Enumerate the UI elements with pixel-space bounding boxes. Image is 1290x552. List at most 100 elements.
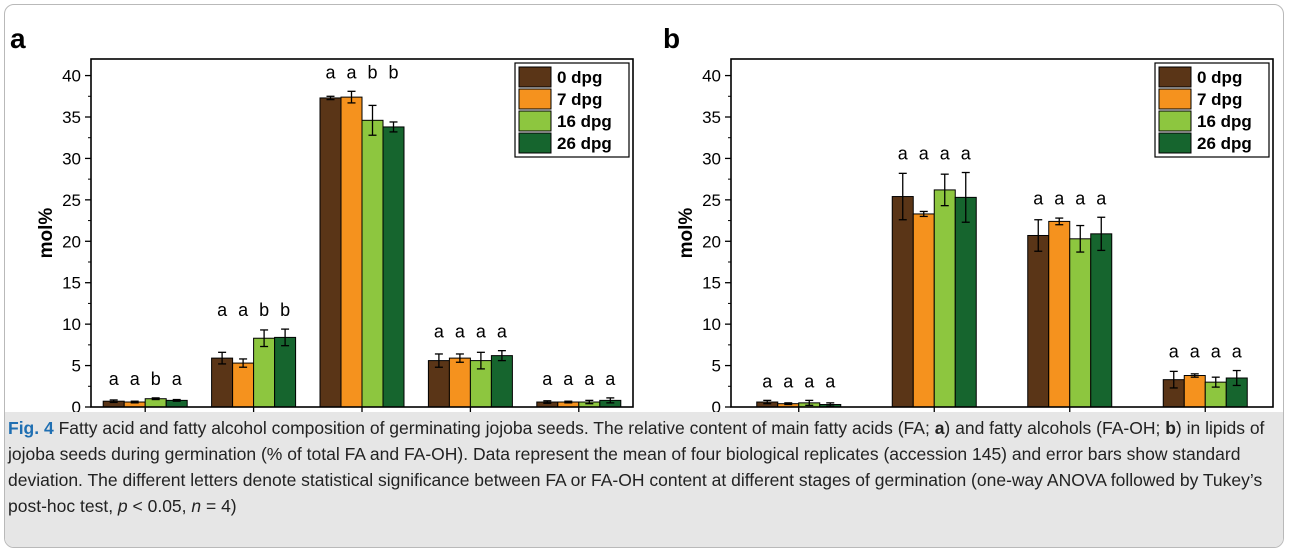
significance-letter: b — [259, 300, 269, 320]
bar — [954, 196, 977, 408]
legend-label: 7 dpg — [557, 90, 602, 109]
plot-frame — [730, 58, 1274, 408]
panel-label: a — [10, 23, 26, 54]
significance-letter: a — [1054, 188, 1065, 208]
y-tick-label: 40 — [62, 67, 81, 86]
figure-caption: Fig. 4 Fatty acid and fatty alcohol comp… — [8, 415, 1270, 519]
significance-letter: b — [280, 300, 290, 320]
significance-letter: a — [476, 322, 487, 342]
bar — [232, 362, 255, 408]
significance-letter: a — [1169, 342, 1180, 362]
significance-letter: a — [804, 371, 815, 391]
significance-letter: a — [1096, 188, 1107, 208]
significance-letter: a — [940, 144, 951, 164]
significance-letter: a — [346, 62, 357, 82]
bar — [319, 97, 342, 408]
significance-letter: a — [497, 322, 508, 342]
significance-letter: a — [130, 369, 141, 389]
significance-letter: a — [1232, 342, 1243, 362]
y-axis-label: mol% — [36, 208, 57, 259]
caption-text-5: = 4) — [201, 496, 237, 516]
significance-letter: a — [109, 369, 120, 389]
y-tick-label: 30 — [62, 149, 81, 168]
caption-text-2: ) and fatty alcohols (FA-OH; — [944, 418, 1166, 438]
legend-label: 16 dpg — [557, 112, 612, 131]
bar — [253, 337, 276, 408]
significance-letter: b — [367, 62, 377, 82]
legend-label: 0 dpg — [1197, 68, 1242, 87]
significance-letter: a — [563, 369, 574, 389]
legend-swatch — [1158, 110, 1192, 132]
significance-letter: a — [1033, 188, 1044, 208]
significance-letter: a — [825, 371, 836, 391]
significance-letter: a — [172, 369, 183, 389]
y-tick-label: 25 — [702, 191, 721, 210]
bar — [274, 336, 297, 408]
legend-label: 16 dpg — [1197, 112, 1252, 131]
caption-n-value: n — [191, 496, 202, 516]
legend-swatch — [518, 110, 552, 132]
y-axis-label: mol% — [676, 208, 697, 259]
significance-letter: a — [605, 369, 616, 389]
y-tick-label: 20 — [62, 232, 81, 251]
caption-bold-b: b — [1165, 418, 1176, 438]
bar — [490, 355, 513, 408]
significance-letter: a — [1075, 188, 1086, 208]
significance-letter: a — [762, 371, 773, 391]
significance-letter: a — [783, 371, 794, 391]
legend-swatch — [1158, 88, 1192, 110]
bar — [891, 196, 914, 408]
chart-panel-b: bmol%0510152025303540aaaa18:1-OHaaaa20:1… — [663, 23, 1274, 412]
significance-letter: a — [919, 144, 930, 164]
bar — [361, 119, 384, 408]
significance-letter: a — [238, 300, 249, 320]
significance-letter: a — [1190, 342, 1201, 362]
bar — [933, 189, 956, 408]
y-tick-label: 35 — [702, 108, 721, 127]
chart-panel-a: amol%0510152025303540aaba16:0aabb18:1aab… — [10, 23, 634, 412]
legend-swatch — [518, 66, 552, 88]
significance-letter: a — [434, 322, 445, 342]
legend-label: 0 dpg — [557, 68, 602, 87]
figure-label: Fig. 4 — [8, 418, 54, 438]
significance-letter: b — [388, 62, 398, 82]
y-tick-label: 15 — [702, 274, 721, 293]
legend-swatch — [1158, 66, 1192, 88]
caption-text-1: Fatty acid and fatty alcohol composition… — [53, 418, 935, 438]
bar — [1183, 375, 1206, 408]
y-tick-label: 15 — [62, 274, 81, 293]
y-tick-label: 40 — [702, 67, 721, 86]
y-tick-label: 25 — [62, 191, 81, 210]
significance-letter: a — [1211, 342, 1222, 362]
y-tick-label: 5 — [712, 357, 721, 376]
significance-letter: a — [325, 62, 336, 82]
plot-frame — [90, 58, 634, 408]
caption-text-4: < 0.05, — [127, 496, 192, 516]
caption-background — [5, 412, 1283, 547]
y-tick-label: 0 — [72, 398, 81, 412]
bar — [1090, 233, 1113, 408]
bar — [1027, 234, 1050, 408]
bar — [382, 126, 405, 408]
legend-label: 7 dpg — [1197, 90, 1242, 109]
legend-label: 26 dpg — [557, 134, 612, 153]
significance-letter: a — [584, 369, 595, 389]
significance-letter: a — [961, 144, 972, 164]
caption-p-value: p — [117, 496, 128, 516]
y-tick-label: 10 — [702, 315, 721, 334]
bar — [211, 357, 234, 408]
bar — [340, 96, 363, 408]
significance-letter: a — [542, 369, 553, 389]
bar — [1069, 238, 1092, 408]
y-tick-label: 5 — [72, 357, 81, 376]
legend-swatch — [518, 132, 552, 154]
panel-label: b — [663, 23, 680, 54]
significance-letter: a — [217, 300, 228, 320]
bar — [912, 213, 935, 408]
significance-letter: a — [455, 322, 466, 342]
legend-swatch — [518, 88, 552, 110]
caption-bold-a: a — [934, 418, 945, 438]
bar — [1048, 220, 1071, 408]
y-tick-label: 0 — [712, 398, 721, 412]
caption-text-3: ) in lipids of jojoba seeds during germi… — [8, 418, 1265, 516]
